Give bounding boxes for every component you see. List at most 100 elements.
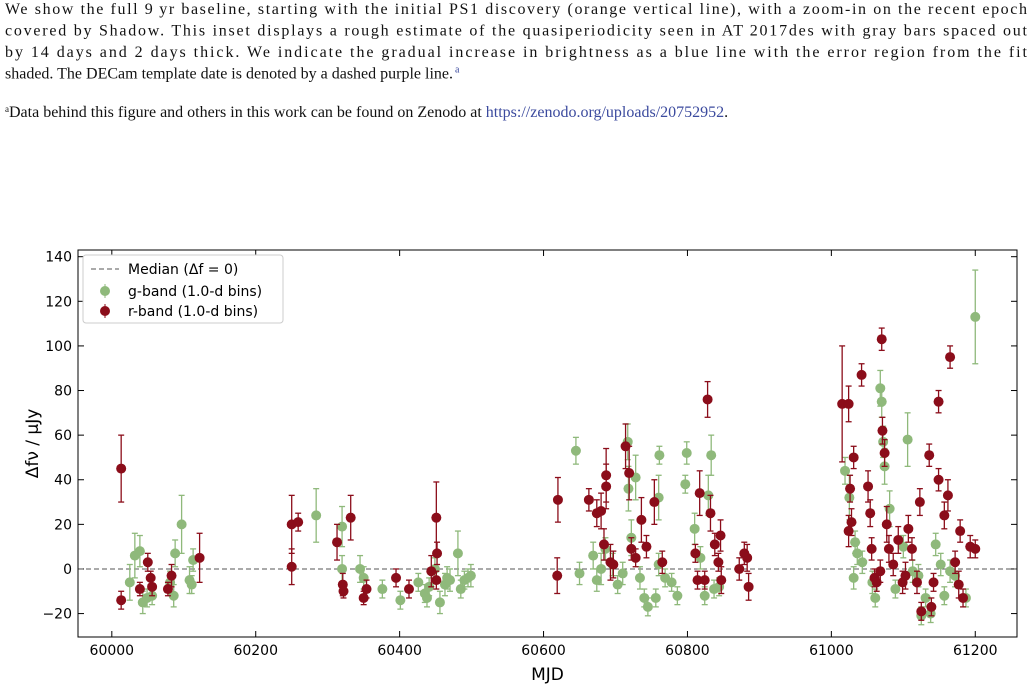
legend-label: r-band (1.0-d bins) (128, 304, 258, 320)
data-point (465, 570, 476, 581)
data-point (345, 512, 356, 523)
data-point (863, 481, 874, 492)
data-point (377, 584, 388, 595)
footnote-url[interactable]: https://zenodo.org/uploads/20752952 (486, 104, 724, 121)
data-point (649, 497, 660, 508)
x-tick-label: 60600 (521, 643, 566, 659)
plot-frame (77, 249, 1018, 638)
data-point (636, 514, 647, 525)
data-point (843, 398, 854, 409)
data-point (930, 539, 941, 550)
data-point (293, 517, 304, 528)
data-point (699, 590, 710, 601)
data-point (337, 521, 348, 532)
data-point (689, 523, 700, 534)
data-point (431, 575, 442, 586)
y-axis-label: Δfν / μJy (23, 409, 43, 479)
data-point (848, 452, 859, 463)
data-point (672, 590, 683, 601)
data-point (596, 505, 607, 516)
data-point (311, 510, 322, 521)
footnote: aData behind this figure and others in t… (5, 104, 728, 121)
y-tick-label: 100 (45, 339, 72, 355)
data-point (403, 584, 414, 595)
data-point (626, 543, 637, 554)
data-point (953, 579, 964, 590)
data-point (176, 519, 187, 530)
data-point (713, 557, 724, 568)
data-point (162, 584, 173, 595)
y-tick-label: 0 (63, 562, 72, 578)
data-point (694, 488, 705, 499)
data-point (871, 577, 882, 588)
data-point (134, 584, 145, 595)
data-point (881, 519, 892, 530)
data-point (588, 550, 599, 561)
data-point (620, 441, 631, 452)
data-point (890, 584, 901, 595)
data-point (846, 517, 857, 528)
data-point (893, 534, 904, 545)
data-point (875, 383, 886, 394)
data-point (690, 548, 701, 559)
data-point (939, 590, 950, 601)
legend-swatch (100, 286, 110, 296)
data-point (709, 539, 720, 550)
data-point (924, 450, 935, 461)
data-point (866, 543, 877, 554)
data-point (574, 568, 585, 579)
data-point (657, 557, 668, 568)
data-point (432, 548, 443, 559)
data-point (591, 575, 602, 586)
caption-line: shaded. The DECam template date is denot… (5, 66, 453, 83)
data-point (452, 548, 463, 559)
x-tick-label: 60000 (90, 643, 135, 659)
data-point (598, 539, 609, 550)
data-point (928, 577, 939, 588)
data-point (743, 581, 754, 592)
data-point (623, 483, 634, 494)
data-point (900, 570, 911, 581)
data-point (134, 546, 145, 557)
caption-mark: a (455, 65, 460, 76)
data-point (970, 311, 981, 322)
data-point (634, 572, 645, 583)
data-point (926, 601, 937, 612)
y-tick-label: 80 (54, 384, 72, 400)
legend-swatch (100, 306, 110, 316)
data-point (596, 563, 607, 574)
caption: We show the full 9 yr baseline, starting… (5, 1, 1028, 83)
y-tick-label: 60 (54, 428, 72, 444)
data-point (286, 561, 297, 572)
data-point (878, 436, 889, 447)
data-point (692, 575, 703, 586)
footnote-mark: a (5, 104, 9, 114)
data-point (888, 559, 899, 570)
data-point (624, 468, 635, 479)
data-point (845, 483, 856, 494)
data-point (650, 592, 661, 603)
data-point (434, 597, 445, 608)
data-point (870, 592, 881, 603)
data-point (166, 570, 177, 581)
y-tick-label: 140 (45, 250, 72, 266)
data-point (194, 552, 205, 563)
footnote-end: . (724, 104, 728, 121)
data-point (116, 463, 127, 474)
data-point (147, 581, 158, 592)
footnote-text: Data behind this figure and others in th… (9, 104, 486, 121)
data-point (705, 508, 716, 519)
data-point (170, 548, 181, 559)
data-point (903, 523, 914, 534)
data-point (857, 557, 868, 568)
data-point (706, 450, 717, 461)
data-point (680, 479, 691, 490)
data-point (426, 566, 437, 577)
chart: 60000 60200 60400 60600 60800 61000 61200 −20 0 2… (23, 249, 1018, 685)
data-point (852, 548, 863, 559)
data-point (742, 552, 753, 563)
data-point (332, 537, 343, 548)
x-tick-label: 60400 (377, 643, 422, 659)
data-point (601, 481, 612, 492)
